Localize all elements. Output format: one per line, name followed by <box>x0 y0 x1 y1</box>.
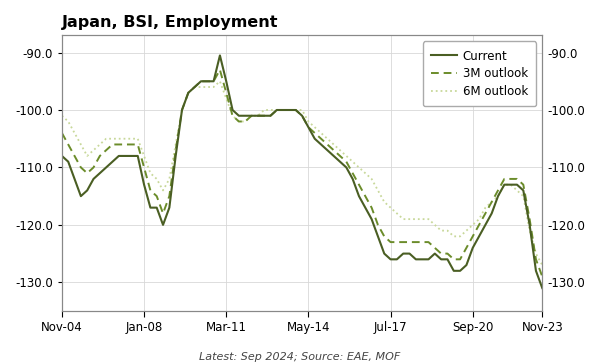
3M outlook <box>539 274 546 279</box>
3M outlook <box>223 91 230 95</box>
3M outlook <box>229 114 236 118</box>
6M outlook <box>217 79 224 83</box>
Text: Latest: Sep 2024; Source: EAE, MOF: Latest: Sep 2024; Source: EAE, MOF <box>199 352 401 362</box>
3M outlook <box>330 148 337 153</box>
3M outlook <box>58 131 65 135</box>
6M outlook <box>223 96 230 101</box>
Current <box>330 154 337 158</box>
Current <box>539 286 546 290</box>
Line: 6M outlook: 6M outlook <box>62 81 542 265</box>
Current <box>223 79 230 83</box>
3M outlook <box>260 114 268 118</box>
Current <box>273 108 280 112</box>
Current <box>58 154 65 158</box>
6M outlook <box>330 142 337 147</box>
3M outlook <box>153 194 160 198</box>
6M outlook <box>153 177 160 181</box>
3M outlook <box>217 68 224 72</box>
6M outlook <box>260 108 268 112</box>
Current <box>153 205 160 210</box>
Current <box>260 114 268 118</box>
3M outlook <box>273 108 280 112</box>
6M outlook <box>58 114 65 118</box>
Text: Japan, BSI, Employment: Japan, BSI, Employment <box>62 15 278 30</box>
Line: Current: Current <box>62 55 542 288</box>
Current <box>217 53 224 58</box>
Current <box>229 108 236 112</box>
Legend: Current, 3M outlook, 6M outlook: Current, 3M outlook, 6M outlook <box>423 41 536 106</box>
6M outlook <box>273 108 280 112</box>
6M outlook <box>539 263 546 267</box>
Line: 3M outlook: 3M outlook <box>62 70 542 277</box>
6M outlook <box>229 114 236 118</box>
